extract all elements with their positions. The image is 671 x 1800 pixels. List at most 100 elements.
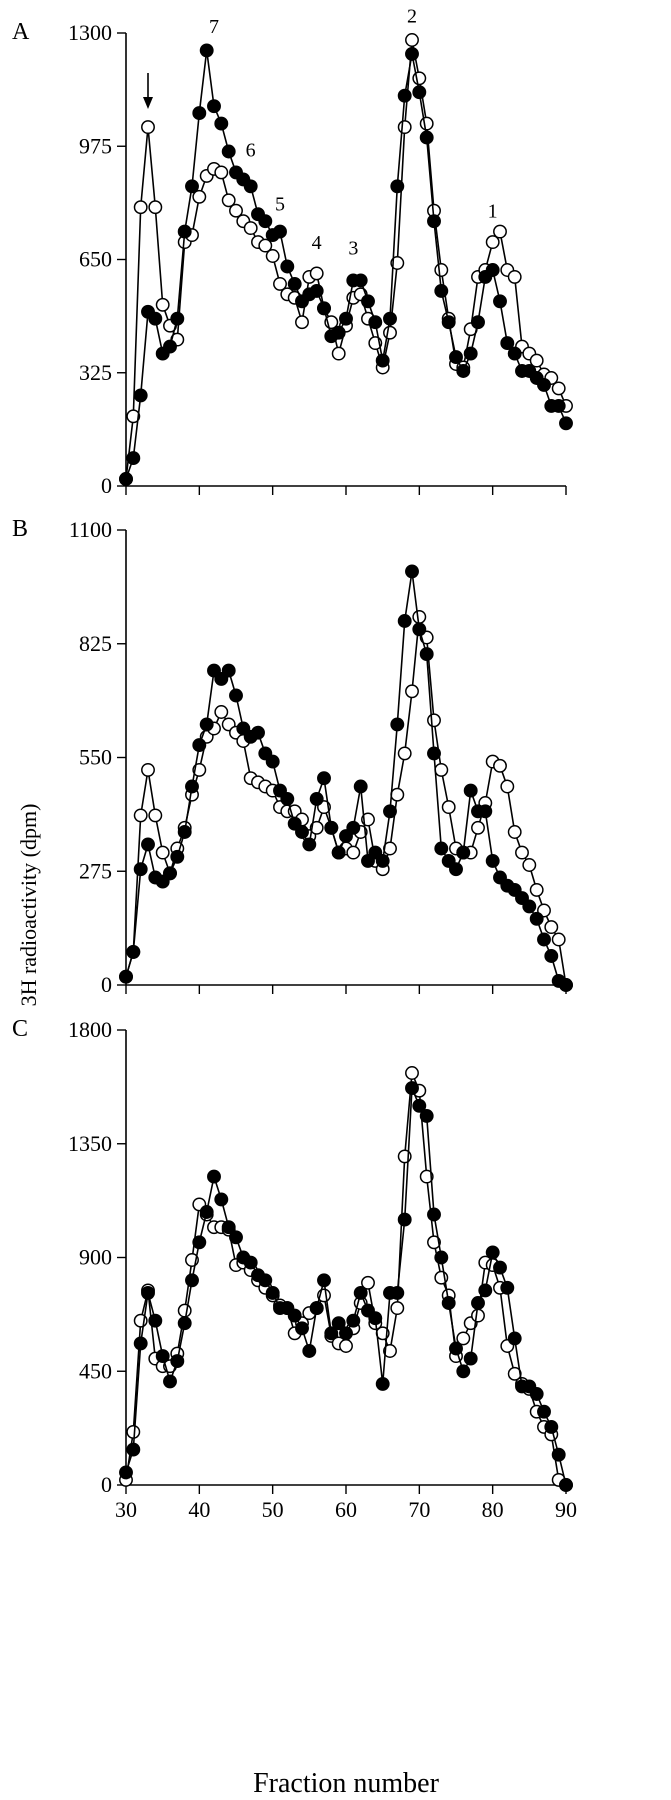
data-point-open	[485, 235, 500, 250]
data-point-filled	[251, 725, 265, 740]
data-point-open	[177, 1303, 192, 1318]
y-tick-label: 0	[101, 473, 112, 498]
data-point-open	[339, 1339, 353, 1353]
data-point-filled	[133, 1336, 148, 1351]
y-tick-label: 550	[79, 745, 112, 770]
data-point-open	[529, 882, 544, 897]
data-point-filled	[368, 315, 383, 330]
data-point-filled	[390, 717, 405, 732]
data-point-filled	[390, 1285, 405, 1300]
y-tick-label: 325	[79, 360, 112, 385]
data-point-filled	[177, 1316, 192, 1331]
data-point-filled	[383, 311, 397, 326]
data-point-open	[434, 263, 449, 277]
data-point-filled	[383, 804, 397, 819]
y-tick-label: 825	[79, 631, 112, 656]
data-point-filled	[133, 862, 148, 877]
data-point-open	[419, 116, 434, 131]
data-point-filled	[331, 325, 346, 340]
x-tick-label: 60	[335, 1497, 357, 1522]
y-tick-label: 275	[79, 858, 112, 883]
data-point-filled	[295, 1321, 309, 1336]
data-point-open	[361, 1275, 375, 1290]
data-point-filled	[507, 346, 522, 361]
data-point-filled	[141, 837, 155, 852]
data-point-filled	[353, 779, 368, 794]
data-point-open	[148, 808, 163, 823]
data-point-filled	[456, 364, 471, 378]
data-point-filled	[309, 1301, 324, 1316]
data-point-open	[148, 200, 163, 215]
data-point-filled	[346, 820, 361, 835]
data-point-filled	[346, 1313, 361, 1328]
x-tick-label: 90	[555, 1497, 577, 1522]
peak-label: 4	[312, 232, 322, 254]
data-point-open	[551, 381, 566, 396]
data-point-open	[507, 1366, 522, 1381]
data-point-filled	[163, 1374, 177, 1389]
data-point-filled	[265, 1285, 280, 1300]
data-point-filled	[119, 969, 133, 984]
data-point-filled	[507, 1331, 522, 1346]
data-point-filled	[427, 746, 441, 761]
data-point-filled	[287, 1308, 302, 1323]
data-point-filled	[207, 99, 221, 114]
x-tick-label: 40	[188, 1497, 210, 1522]
x-tick-label: 80	[482, 1497, 504, 1522]
data-point-filled	[405, 564, 419, 579]
y-tick-label: 650	[79, 247, 112, 272]
data-point-filled	[280, 791, 295, 806]
data-point-filled	[265, 754, 280, 769]
data-point-filled	[148, 1313, 163, 1328]
data-point-filled	[214, 1192, 229, 1207]
peak-label: 2	[407, 6, 417, 28]
data-point-filled	[544, 1419, 559, 1434]
chart-panel-c: C 0 450 900 1350 1800 30 40 50 60 70 80 90	[12, 1016, 577, 1522]
data-point-filled	[529, 1387, 544, 1401]
data-point-filled	[368, 1311, 383, 1326]
data-point-open	[397, 120, 412, 135]
data-point-filled	[463, 783, 478, 798]
data-point-filled	[177, 825, 192, 839]
data-point-open	[214, 705, 229, 719]
peak-label: 1	[488, 201, 498, 223]
data-point-filled	[559, 416, 573, 431]
data-point-open	[507, 269, 522, 284]
data-point-filled	[287, 276, 302, 291]
data-point-filled	[544, 949, 559, 963]
data-point-open	[309, 266, 324, 281]
data-point-filled	[302, 1344, 317, 1358]
data-point-filled	[427, 1207, 441, 1222]
x-tick-label: 70	[408, 1497, 430, 1522]
data-point-filled	[309, 283, 324, 298]
data-point-filled	[405, 1081, 419, 1096]
data-point-filled	[119, 1465, 133, 1480]
data-point-open	[126, 409, 141, 424]
data-point-filled	[375, 1376, 390, 1391]
data-point-open	[383, 325, 397, 340]
data-point-filled	[280, 259, 295, 274]
data-point-filled	[397, 1212, 412, 1227]
peak-label: 7	[209, 16, 219, 38]
data-point-filled	[243, 179, 258, 194]
data-point-filled	[170, 311, 185, 326]
data-point-filled	[339, 1326, 353, 1341]
data-point-filled	[485, 853, 500, 868]
data-point-filled	[221, 1220, 236, 1235]
data-point-open	[273, 276, 287, 291]
data-point-filled	[559, 1478, 573, 1492]
data-point-open	[427, 1235, 441, 1250]
data-point-open	[192, 189, 207, 204]
data-point-filled	[192, 106, 207, 121]
data-point-filled	[309, 791, 324, 806]
x-axis-title: Fraction number	[253, 1768, 440, 1799]
data-point-filled	[478, 1283, 493, 1298]
data-point-filled	[537, 377, 551, 392]
y-tick-label: 450	[79, 1358, 112, 1383]
data-point-open	[544, 920, 559, 935]
data-point-open	[229, 203, 243, 218]
data-point-filled	[133, 388, 148, 403]
data-point-open	[295, 315, 309, 330]
y-tick-label: 0	[101, 972, 112, 997]
data-point-open	[141, 120, 155, 135]
